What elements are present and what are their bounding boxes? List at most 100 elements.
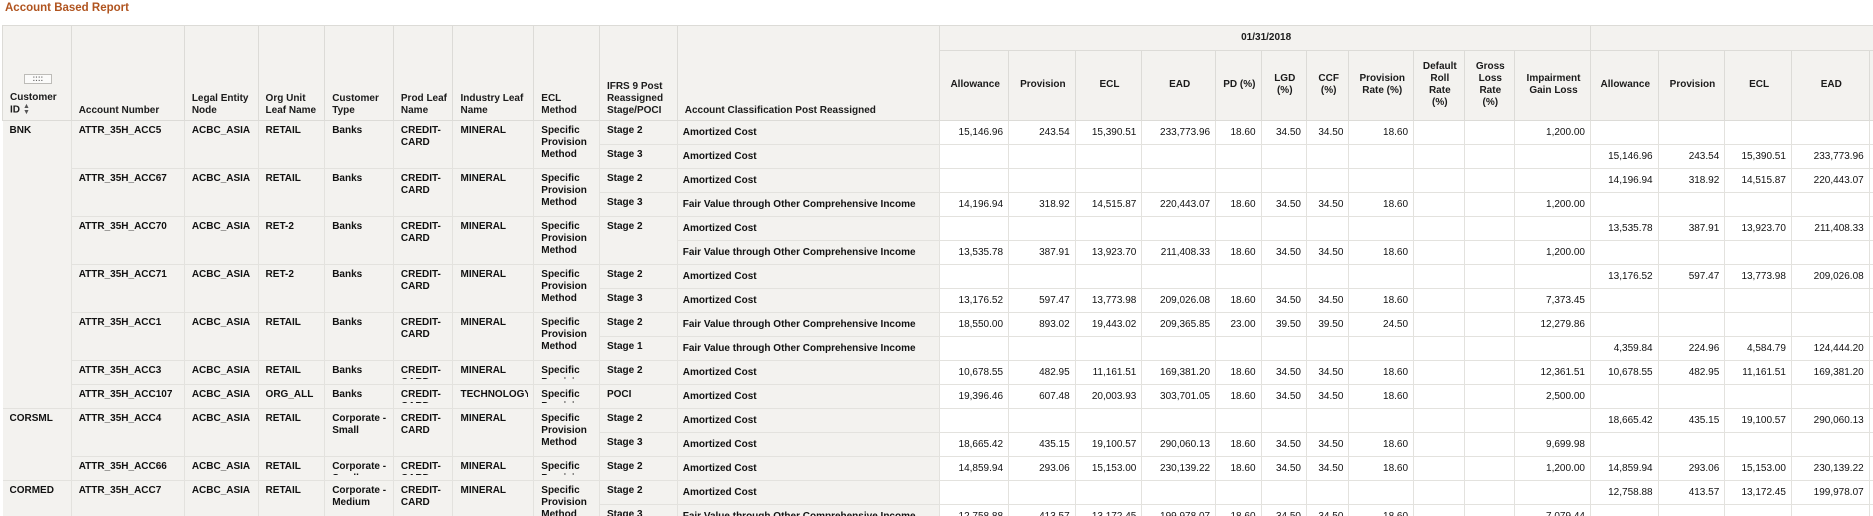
table-row[interactable]: ATTR_35H_ACC1 ACBC_ASIA RETAIL Banks CREDIT-…: [3, 312, 1873, 361]
header-measure[interactable]: CCF (%): [1305, 50, 1350, 121]
classification-cell: Amortized Cost: [677, 480, 941, 505]
header-measure[interactable]: Gross Loss Rate (%): [1463, 50, 1516, 121]
header-ecl-method[interactable]: ECL Method: [533, 25, 600, 121]
value-cell: 1,200.00: [1514, 240, 1591, 265]
filler-cell: [1869, 288, 1873, 313]
classification-cell: Amortized Cost: [677, 456, 941, 481]
classification-cell: Amortized Cost: [677, 264, 941, 289]
value-cell: 169,381.20: [1791, 360, 1870, 385]
value-cell: 14,515.87: [1724, 168, 1792, 193]
table-row[interactable]: BNK ATTR_35H_ACC5 ACBC_ASIA RETAIL Banks CRED…: [2, 120, 1873, 409]
table-row[interactable]: ATTR_35H_ACC107 ACBC_ASIA ORG_ALL Banks CRED…: [3, 384, 1873, 409]
legal-entity-cell-text: ACBC_ASIA: [191, 461, 251, 472]
header-measure[interactable]: ECL: [1074, 50, 1143, 121]
header-measure[interactable]: Impairment Gain Loss: [1514, 50, 1591, 121]
table-row[interactable]: Fair Value through Other Comprehensive I…: [3, 240, 1873, 265]
value-cell: [1590, 120, 1659, 145]
value-cell: [1008, 264, 1076, 289]
sort-arrows-icon[interactable]: ▲ ▼: [23, 103, 30, 117]
value-cell: 20,003.93: [1075, 384, 1143, 409]
header-measure[interactable]: ECL: [1724, 50, 1792, 121]
account-report-table: :::: Customer ID ▲ ▼ Account Number Legal …: [2, 25, 1873, 516]
value-cell: 18.60: [1348, 192, 1415, 217]
value-cell: [1724, 192, 1792, 217]
legal-entity-cell-text: ACBC_ASIA: [191, 485, 251, 496]
table-row[interactable]: CORSML ATTR_35H_ACC4 ACBC_ASIA RETAIL Corpor…: [2, 408, 1873, 481]
header-measure[interactable]: Allowance: [1589, 50, 1659, 121]
header-customer-id[interactable]: :::: Customer ID ▲ ▼: [2, 25, 72, 121]
stage-cell: Stage 3: [599, 432, 678, 457]
header-legal-entity[interactable]: Legal Entity Node: [183, 25, 259, 121]
header-org-unit[interactable]: Org Unit Leaf Name: [257, 25, 326, 121]
account-number-cell: ATTR_35H_ACC66: [71, 456, 185, 481]
value-cell: 18.60: [1215, 192, 1262, 217]
value-cell: [1413, 480, 1465, 505]
table-row[interactable]: ATTR_35H_ACC3 ACBC_ASIA RETAIL Banks CREDIT-…: [3, 360, 1873, 385]
table-row[interactable]: Stage 3 Fair Value through Other Comprehe…: [3, 192, 1873, 217]
table-row[interactable]: ATTR_35H_ACC71 ACBC_ASIA RET-2 Banks CREDIT-…: [3, 264, 1873, 313]
column-drag-handle-icon[interactable]: ::::: [23, 74, 52, 85]
value-cell: [1075, 408, 1143, 433]
header-measure[interactable]: PD (%): [1215, 50, 1262, 121]
value-cell: [939, 408, 1010, 433]
value-cell: [1215, 480, 1262, 505]
org-unit-cell-text: ORG_ALL: [265, 389, 314, 400]
value-cell: 34.50: [1306, 432, 1350, 457]
header-ifrs-stage[interactable]: IFRS 9 Post Reassigned Stage/POCI: [598, 25, 678, 121]
value-cell: 18,665.42: [1590, 408, 1659, 433]
industry-cell-text: MINERAL: [460, 461, 507, 472]
value-cell: [1464, 360, 1516, 385]
product-cell: CREDIT-CARD: [393, 480, 454, 516]
header-measure[interactable]: Provision Rate (%): [1348, 50, 1415, 121]
value-cell: 18.60: [1348, 456, 1415, 481]
table-row[interactable]: ATTR_35H_ACC66 ACBC_ASIA RETAIL Corporate -…: [3, 456, 1873, 481]
value-cell: 18.60: [1215, 288, 1262, 313]
industry-cell: MINERAL: [452, 312, 535, 361]
value-cell: 482.95: [1658, 360, 1726, 385]
header-prod-leaf[interactable]: Prod Leaf Name: [392, 25, 454, 121]
account-number-cell: ATTR_35H_ACC70: [71, 216, 185, 265]
table-row[interactable]: Stage 3 Amortized Cost 18,665.42 435.15 19,1…: [3, 432, 1873, 457]
value-cell: [1348, 168, 1415, 193]
classification-cell: Fair Value through Other Comprehensive I…: [677, 240, 941, 265]
ecl-method-cell-text: Specific Provision Method: [541, 461, 587, 475]
header-account-number[interactable]: Account Number: [70, 25, 185, 121]
table-row[interactable]: Stage 1 Fair Value through Other Comprehe…: [3, 336, 1873, 361]
header-industry-leaf[interactable]: Industry Leaf Name: [452, 25, 535, 121]
value-cell: [1306, 336, 1350, 361]
report-table-container[interactable]: :::: Customer ID ▲ ▼ Account Number Legal …: [2, 25, 1873, 516]
header-customer-type[interactable]: Customer Type: [324, 25, 394, 121]
value-cell: 12,279.86: [1514, 312, 1591, 337]
table-row[interactable]: Stage 3 Fair Value through Other Comprehe…: [3, 504, 1873, 516]
table-row[interactable]: ATTR_35H_ACC67 ACBC_ASIA RETAIL Banks CREDIT…: [3, 168, 1873, 217]
header-measure[interactable]: EAD: [1790, 50, 1870, 121]
value-cell: [1724, 312, 1792, 337]
stage-cell: Stage 3: [599, 144, 678, 169]
header-measure[interactable]: Allowance: [939, 50, 1010, 121]
classification-cell: Fair Value through Other Comprehensive I…: [677, 192, 941, 217]
value-cell: 12,758.88: [1590, 480, 1659, 505]
header-classification[interactable]: Account Classification Post Reassigned: [676, 25, 941, 121]
classification-cell: Amortized Cost: [677, 120, 941, 145]
value-cell: [1413, 264, 1465, 289]
legal-entity-cell: ACBC_ASIA: [184, 384, 259, 409]
value-cell: 209,026.08: [1791, 264, 1870, 289]
value-cell: 18.60: [1215, 120, 1262, 145]
customer-type-cell: Banks: [324, 216, 394, 265]
table-row[interactable]: Stage 3 Amortized Cost 13,176.52 597.47 13,7…: [3, 288, 1873, 313]
header-measure[interactable]: Provision: [1008, 50, 1076, 121]
value-cell: [1413, 360, 1465, 385]
customer-type-cell-text: Corporate - Medium: [332, 485, 387, 508]
header-measure[interactable]: Default Roll Rate (%): [1413, 50, 1465, 121]
ecl-method-cell-text: Specific Provision Method: [541, 221, 587, 255]
header-measure[interactable]: EAD: [1141, 50, 1217, 121]
product-cell: CREDIT-CARD: [393, 408, 454, 457]
header-measure[interactable]: Provision: [1657, 50, 1726, 121]
header-measure[interactable]: LGD (%): [1260, 50, 1307, 121]
table-row[interactable]: Stage 3 Amortized Cost 15,146.96 243.54 15,3…: [3, 144, 1873, 169]
org-unit-cell: RETAIL: [258, 480, 326, 516]
legal-entity-cell: ACBC_ASIA: [184, 480, 259, 516]
table-row[interactable]: CORMED ATTR_35H_ACC7 ACBC_ASIA RETAIL Corpor…: [2, 480, 1873, 516]
ecl-method-cell-text: Specific Provision Method: [541, 125, 587, 159]
table-row[interactable]: ATTR_35H_ACC70 ACBC_ASIA RET-2 Banks CREDIT-…: [3, 216, 1873, 265]
